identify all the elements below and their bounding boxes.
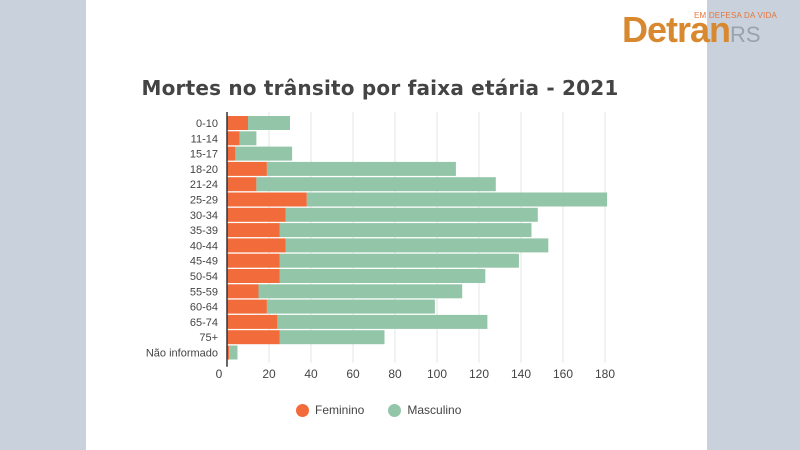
logo-suffix: RS <box>730 22 761 47</box>
bar-masculino <box>258 284 463 299</box>
bar-masculino <box>279 269 486 283</box>
bar-feminino <box>227 146 236 161</box>
detran-logo: EM DEFESA DA VIDA DetranRS <box>622 8 792 52</box>
y-tick-label: 18-20 <box>190 164 218 176</box>
bar-masculino <box>285 207 538 222</box>
bar-masculino <box>277 314 488 329</box>
bar-masculino <box>279 330 385 345</box>
bar-masculino <box>306 192 608 207</box>
bar-masculino <box>248 116 290 130</box>
x-tick-label: 0 <box>216 367 223 381</box>
bar-feminino <box>227 116 248 130</box>
bar-feminino <box>227 299 267 314</box>
bar-feminino <box>227 330 280 345</box>
bar-masculino <box>279 253 519 268</box>
x-tick-label: 120 <box>469 367 489 381</box>
bar-masculino <box>235 146 293 161</box>
bar-masculino <box>239 131 257 146</box>
x-tick-label: 160 <box>553 367 573 381</box>
bar-feminino <box>227 284 259 299</box>
legend-swatch-feminino <box>296 403 309 417</box>
y-tick-label: 21-24 <box>190 179 218 191</box>
x-tick-label: 80 <box>388 367 402 381</box>
y-tick-label: 30-34 <box>190 210 218 222</box>
bar-feminino <box>227 192 307 207</box>
x-tick-label: 180 <box>595 367 615 381</box>
logo-wordmark: DetranRS <box>622 8 761 57</box>
x-tick-label: 100 <box>427 367 447 381</box>
y-tick-label: 25-29 <box>190 195 218 207</box>
legend-swatch-masculino <box>388 403 402 417</box>
y-tick-label: 55-59 <box>190 286 218 298</box>
bar-masculino <box>266 161 456 176</box>
bar-feminino <box>227 345 230 360</box>
y-tick-label: 45-49 <box>190 256 218 268</box>
legend-item-feminino: Feminino <box>296 403 364 417</box>
x-tick-label: 20 <box>262 367 276 381</box>
bar-masculino <box>256 177 496 192</box>
bar-feminino <box>227 314 278 329</box>
chart-legend: Feminino Masculino <box>296 401 485 419</box>
y-tick-label: 0-10 <box>196 118 218 130</box>
bar-feminino <box>227 223 280 238</box>
legend-label-masculino: Masculino <box>407 403 462 417</box>
logo-tagline: EM DEFESA DA VIDA <box>694 11 777 20</box>
bar-masculino <box>279 223 532 238</box>
y-tick-label: Não informado <box>146 348 218 360</box>
bar-masculino <box>229 345 238 360</box>
legend-item-masculino: Masculino <box>388 403 461 417</box>
y-tick-label: 60-64 <box>190 302 218 314</box>
bar-feminino <box>227 207 286 222</box>
bar-masculino <box>285 238 549 253</box>
bar-feminino <box>227 177 257 192</box>
chart-title: Mortes no trânsito por faixa etária - 20… <box>141 76 619 100</box>
bar-feminino <box>227 161 267 176</box>
logo-word: Detran <box>622 9 731 50</box>
x-tick-label: 140 <box>511 367 531 381</box>
x-tick-label: 40 <box>304 367 318 381</box>
x-tick-label: 60 <box>346 367 360 381</box>
legend-label-feminino: Feminino <box>315 403 365 417</box>
bar-feminino <box>227 253 280 268</box>
bar-feminino <box>227 269 280 283</box>
y-tick-label: 15-17 <box>190 149 218 161</box>
y-tick-label: 75+ <box>199 332 218 344</box>
y-tick-label: 35-39 <box>190 225 218 237</box>
y-tick-label: 40-44 <box>190 240 218 252</box>
bar-feminino <box>227 238 286 253</box>
bar-masculino <box>266 299 435 314</box>
y-tick-label: 50-54 <box>190 271 218 283</box>
y-tick-label: 65-74 <box>190 317 218 329</box>
bar-feminino <box>227 131 240 146</box>
y-tick-label: 11-14 <box>191 133 218 145</box>
